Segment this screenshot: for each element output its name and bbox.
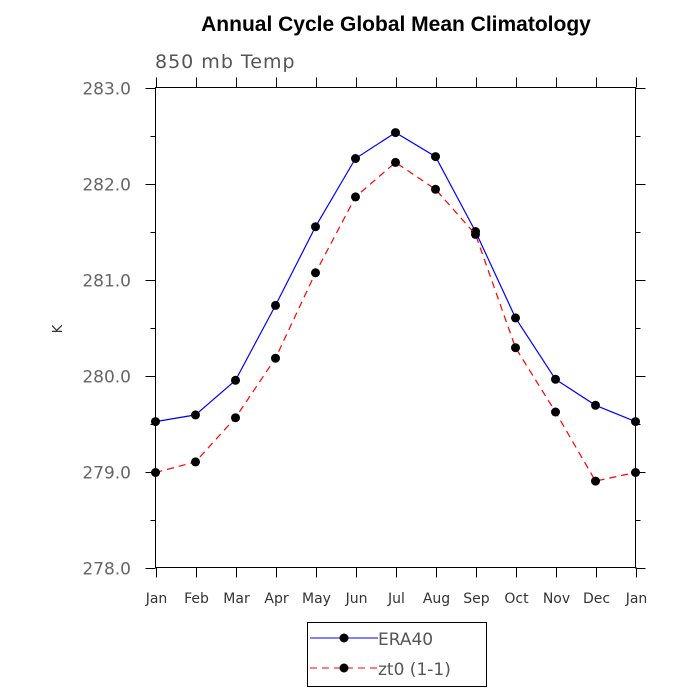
- legend-box: [307, 622, 487, 687]
- legend-marker-zt0: [339, 663, 349, 673]
- data-point-series-0: [271, 300, 280, 310]
- y-tick-label: 282.0: [82, 176, 131, 196]
- data-point-series-0: [631, 417, 640, 427]
- data-point-series-1: [151, 468, 160, 477]
- series-line-0: [155, 131, 636, 423]
- legend-marker-era40: [339, 633, 349, 643]
- x-tick-label: Jun: [345, 591, 368, 607]
- legend: ERA40 zt0 (1-1): [307, 622, 487, 687]
- data-point-series-1: [231, 413, 240, 423]
- data-point-series-1: [431, 184, 440, 194]
- y-tick-label: 283.0: [82, 80, 131, 100]
- data-point-series-1: [471, 229, 480, 239]
- data-point-series-1: [511, 343, 520, 353]
- data-point-series-1: [271, 353, 280, 363]
- x-tick-label: Jul: [387, 591, 405, 607]
- series-layer: [151, 128, 640, 486]
- y-tick-label: 281.0: [82, 272, 131, 292]
- data-point-series-1: [631, 468, 640, 477]
- x-tick-label: Feb: [184, 591, 209, 607]
- data-point-series-0: [391, 128, 400, 138]
- data-point-series-0: [351, 154, 360, 163]
- data-point-series-0: [231, 375, 240, 385]
- data-point-series-0: [311, 222, 320, 232]
- x-tick-label: Dec: [583, 591, 610, 607]
- x-tick-label: Apr: [264, 591, 288, 607]
- legend-label-zt0: zt0 (1-1): [378, 660, 451, 680]
- x-tick-label: Nov: [543, 591, 570, 607]
- data-point-series-0: [191, 410, 200, 420]
- data-point-series-0: [591, 400, 600, 410]
- y-axis-label: K: [51, 324, 66, 333]
- plot-frame: [155, 87, 636, 568]
- legend-label-era40: ERA40: [378, 630, 433, 650]
- x-tick-labels: Jan Feb Mar Apr May Jun Jul Aug Sep Oct Nov Dec Jan: [145, 591, 648, 607]
- x-tick-label: Jan: [625, 591, 648, 607]
- data-point-series-1: [551, 407, 560, 417]
- y-tick-label: 279.0: [82, 464, 131, 484]
- x-tick-label: May: [302, 591, 331, 607]
- x-tick-label: Sep: [463, 591, 490, 607]
- data-point-series-0: [151, 417, 160, 427]
- x-tick-label: Jan: [145, 591, 168, 607]
- chart-subtitle: 850 mb Temp: [155, 51, 296, 73]
- series-line-1: [155, 161, 636, 482]
- x-tick-label: Aug: [423, 591, 450, 607]
- data-point-series-0: [511, 313, 520, 323]
- x-tick-label: Oct: [504, 591, 529, 607]
- data-point-series-1: [391, 157, 400, 167]
- y-tick-label: 280.0: [82, 368, 131, 388]
- x-tick-label: Mar: [223, 591, 250, 607]
- data-point-series-1: [191, 457, 200, 467]
- y-tick-labels: 278.0 279.0 280.0 281.0 282.0 283.0: [82, 80, 131, 580]
- data-point-series-1: [351, 192, 360, 202]
- data-point-series-1: [591, 476, 600, 486]
- chart-title: Annual Cycle Global Mean Climatology: [201, 13, 591, 36]
- axis-ticks: [145, 77, 646, 578]
- data-point-series-0: [551, 374, 560, 384]
- data-point-series-1: [311, 268, 320, 278]
- y-tick-label: 278.0: [82, 560, 131, 580]
- data-point-series-0: [431, 152, 440, 162]
